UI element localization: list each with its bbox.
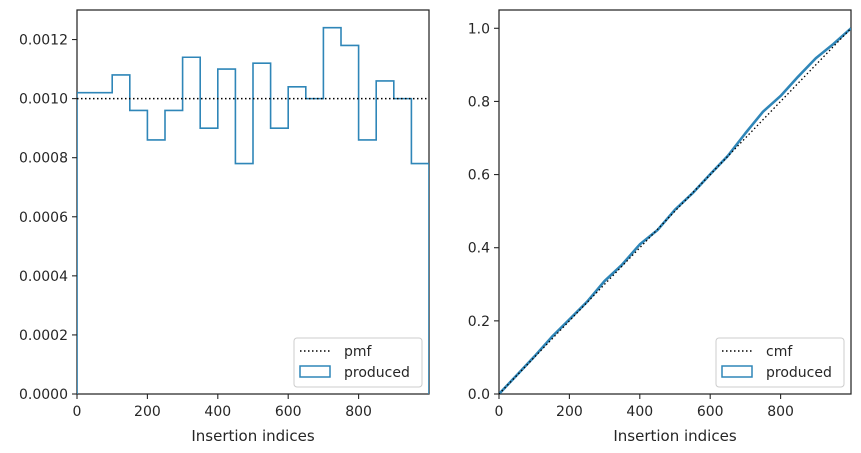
right-x-tick-label: 800 [767,404,794,420]
cmf-line [499,27,851,394]
legend-produced-marker-right [721,365,753,378]
legend-cmf-label: cmf [766,344,793,360]
legend-pmf-label: pmf [344,344,373,360]
right-x-tick-label: 0 [495,404,504,420]
left-y-tick-label: 0.0006 [19,210,68,226]
left-x-tick-label: 600 [275,404,302,420]
right-y-tick-label: 0.2 [468,314,490,330]
produced-step-histogram [77,26,429,394]
legend-produced-label-right: produced [766,365,832,381]
left-y-tick-label: 0.0010 [19,92,68,108]
left-x-ticks: 0 200 400 600 800 [73,394,372,420]
pmf-histogram-panel: 0 200 400 600 800 0.00000.00020.00040.00060.… [19,9,430,445]
right-x-tick-label: 200 [556,404,583,420]
left-y-tick-label: 0.0002 [19,328,68,344]
left-y-ticks: 0.0000 0.0002 0.0004 0.0006 0.0008 0.0010 0.00… [19,33,77,403]
left-y-tick-label: 0.0012 [19,33,68,49]
legend-produced-marker-left [299,365,331,378]
right-legend-box [715,337,845,388]
left-x-tick-label: 800 [345,404,372,420]
right-y-ticks: 0.0 0.2 0.4 0.6 0.8 1.0 [468,21,499,403]
legend-produced-label-left: produced [344,365,410,381]
left-x-tick-label: 0 [73,404,82,420]
right-y-tick-label: 0.4 [468,241,490,257]
left-x-tick-label: 200 [134,404,161,420]
left-x-tick-label: 400 [204,404,231,420]
right-x-axis-label: Insertion indices [613,427,736,445]
produced-cmf-line [499,27,851,394]
left-legend: pmf produced [293,337,423,388]
right-y-tick-label: 1.0 [468,21,490,37]
right-x-ticks: 0 200 400 600 800 [495,394,794,420]
cmf-panel: 0 200 400 600 800 0.0 0.2 0.4 0.6 0.8 1.0 Inserti… [468,9,852,445]
left-y-tick-label: 0.0004 [19,269,68,285]
left-y-tick-label: 0.0000 [19,387,68,403]
right-y-tick-label: 0.8 [468,94,490,110]
right-plot-frame [498,9,852,395]
right-y-tick-label: 0.0 [468,387,490,403]
right-legend: cmf produced [715,337,845,388]
right-x-tick-label: 400 [626,404,653,420]
right-plot-marks [499,27,851,394]
left-y-tick-label: 0.0008 [19,151,68,167]
left-legend-box [293,337,423,388]
left-plot-marks [77,26,429,394]
right-y-tick-label: 0.6 [468,168,490,184]
right-x-tick-label: 600 [697,404,724,420]
left-x-axis-label: Insertion indices [191,427,314,445]
